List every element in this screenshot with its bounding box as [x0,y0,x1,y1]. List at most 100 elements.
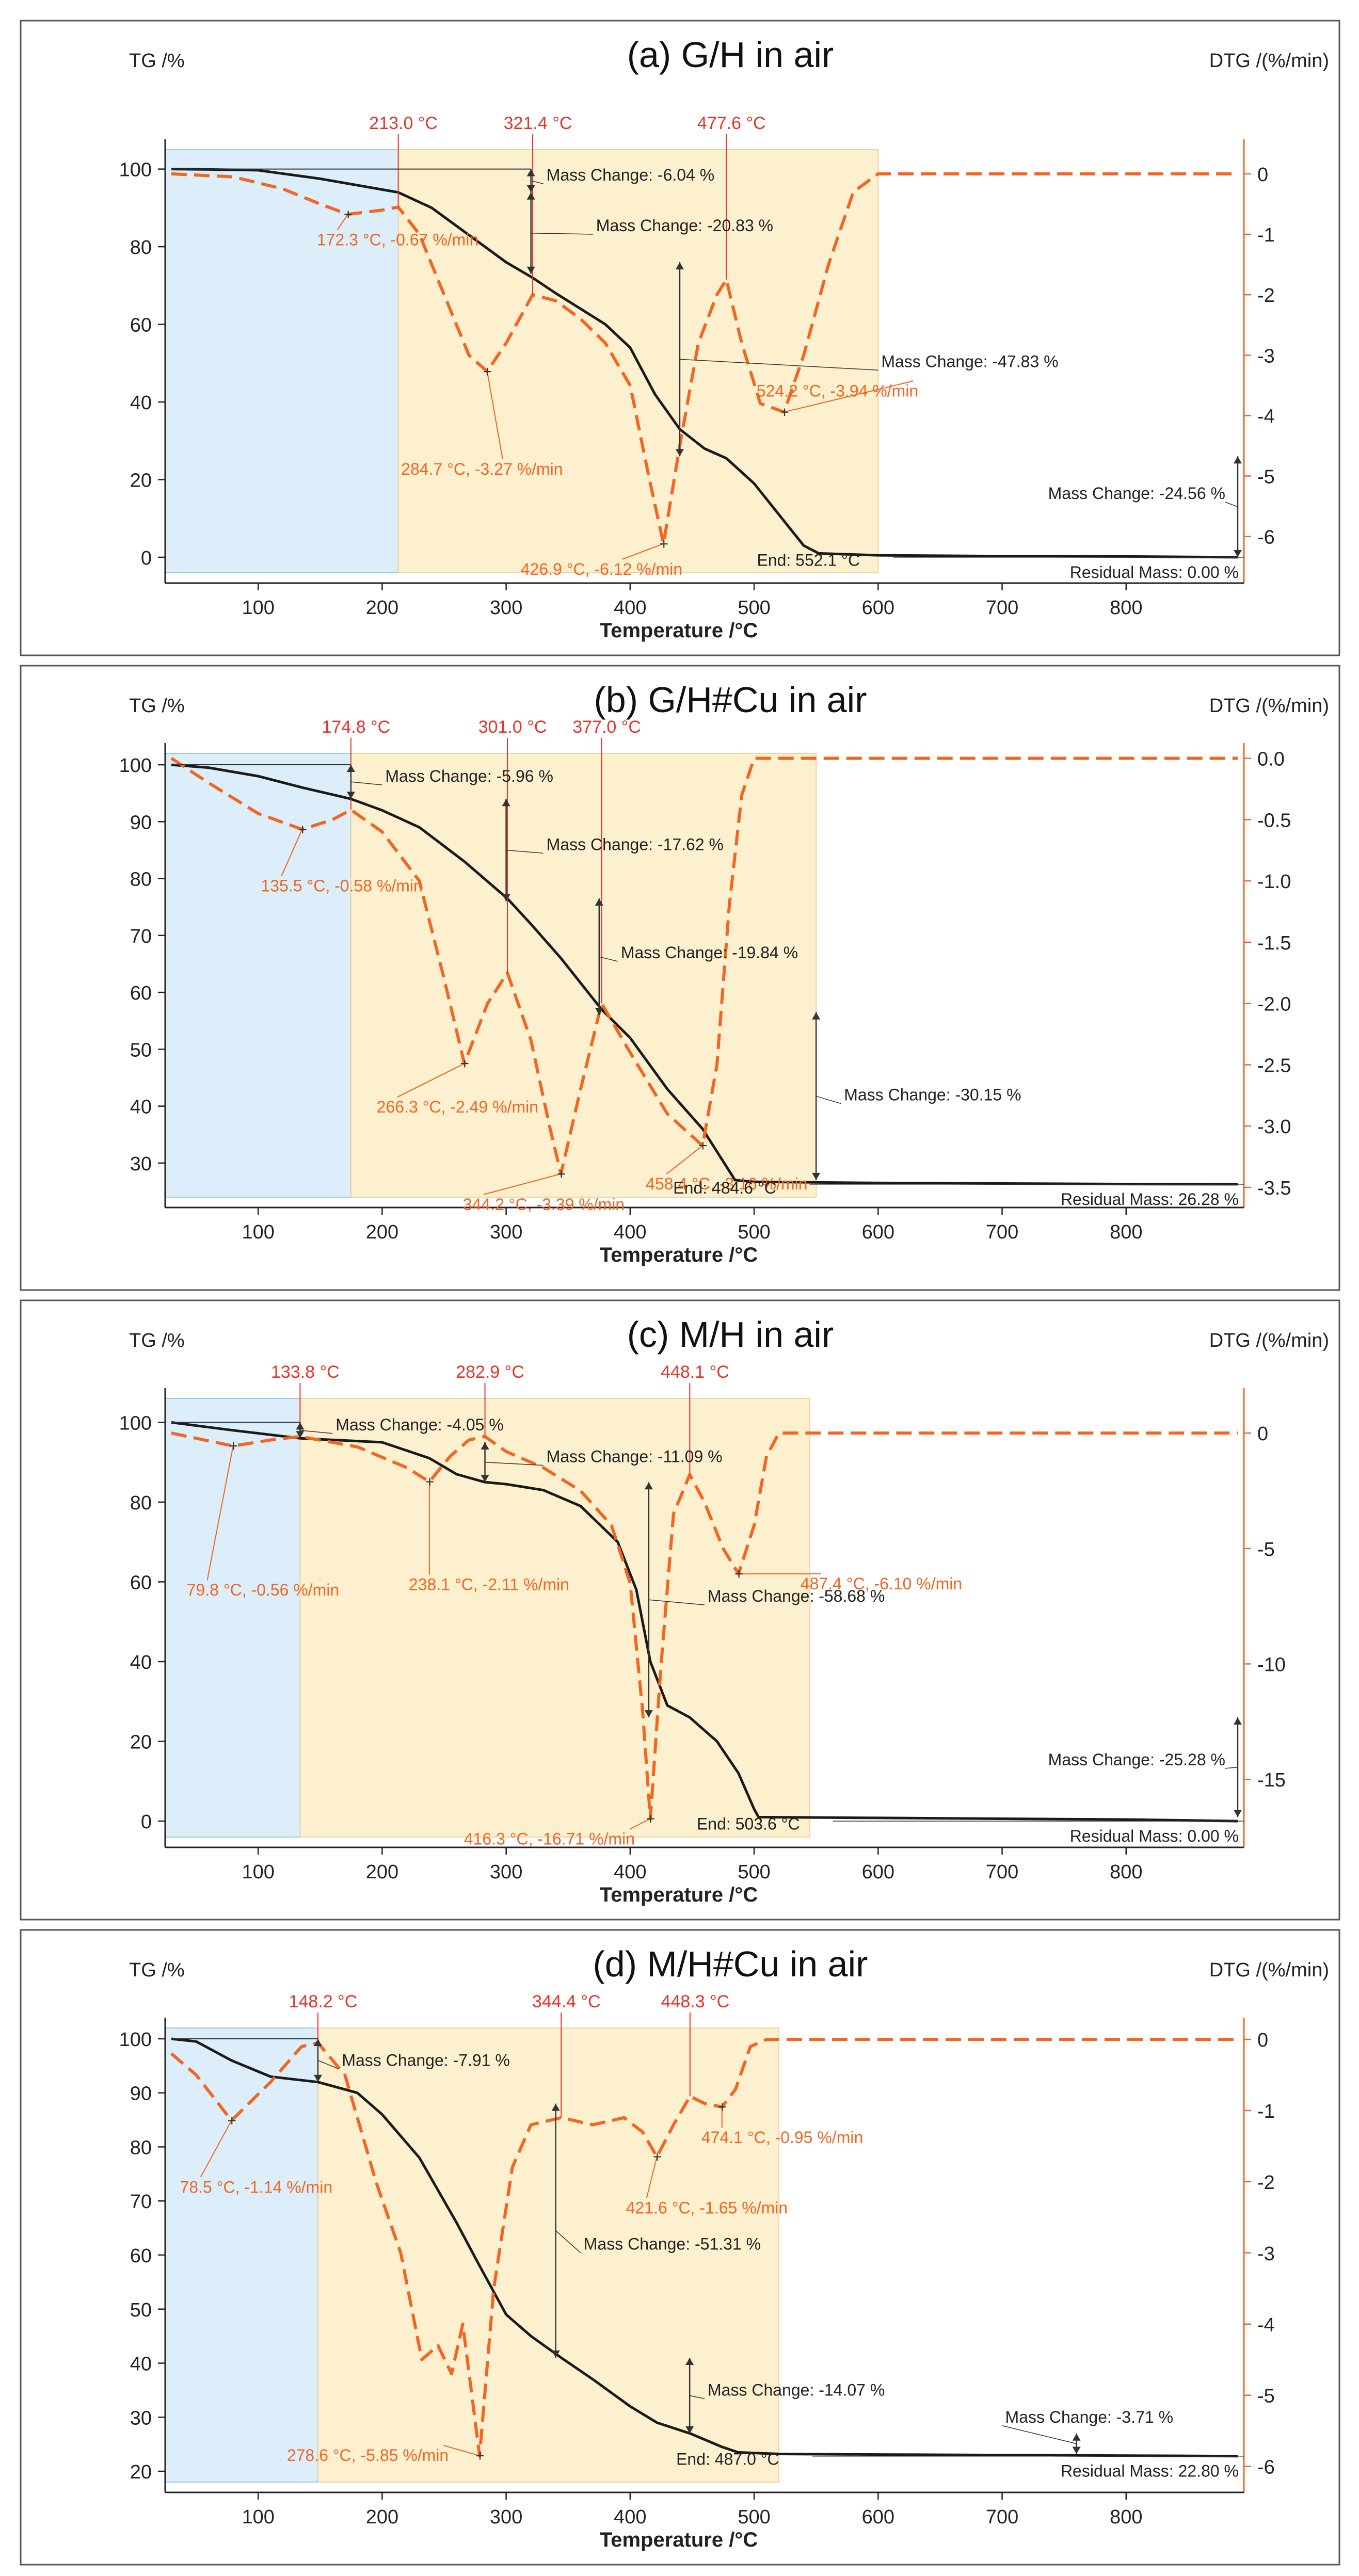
panel-c-x-tick-label: 800 [1110,1861,1142,1883]
panel-b-y-tick-label: 80 [130,869,152,891]
panel-b-y2label: DTG /(%/min) [1209,695,1329,717]
panel-a-ylabel: TG /% [129,50,185,72]
panel-c-mass-change-arrowhead-up [1233,1717,1242,1725]
panel-b-mass-change-label: Mass Change: -17.62 % [547,835,724,854]
panel-c-xlabel: Temperature /°C [600,1883,758,1906]
panel-c-mass-change-arrowhead-down [1233,1810,1242,1817]
panel-a-mass-change-label: Mass Change: -6.04 % [547,166,715,184]
panel-d-y-tick-label: 20 [130,2461,152,2483]
panel-d-stage1-band [165,2027,318,2483]
panel-a-dtg-label: 524.2 °C, -3.94 %/min [757,381,918,400]
panel-d-y2-tick-label: -3 [1257,2243,1275,2265]
panel-a-y-tick-label: 80 [130,237,152,259]
panel-b-mass-change-leader [506,849,543,854]
panel-b-mass-change-arrowhead-up [502,799,510,807]
panel-c-mass-change-label: Mass Change: -4.05 % [335,1415,504,1434]
panel-b-y-tick-label: 40 [130,1097,152,1118]
panel-d-x-tick-label: 300 [490,2506,522,2528]
panel-a-dtg-leader [486,371,503,460]
panel-b-y-tick-label: 100 [119,755,152,777]
panel-a-mass-change-label: Mass Change: -24.56 % [1048,484,1225,503]
panel-a-mass-change-arrowhead-down [526,266,535,274]
panel-b-y2-tick-label: -3.5 [1257,1178,1291,1199]
panel-c-dtg-leader [206,1445,234,1581]
panel-a-y-tick-label: 0 [141,548,152,569]
panel-d-mass-change-arrowhead-up [1072,2433,1081,2441]
panel-d-mass-change-arrowhead-down [551,2350,560,2358]
panel-a-dtg-marker: + [344,206,353,223]
panel-c-peak-label: 448.1 °C [661,1362,729,1382]
panel-a-mass-change-leader [679,359,878,371]
panel-c-mass-change-arrowhead-up [296,1422,305,1430]
panel-d-dtg-marker: + [653,2149,662,2166]
panel-b-peak-label: 377.0 °C [572,717,641,737]
panel-d-y-tick-label: 90 [130,2083,152,2105]
panel-d-dtg-label: 278.6 °C, -5.85 %/min [287,2446,449,2465]
panel-a-peak-label: 321.4 °C [504,114,572,133]
panel-c-mass-change-arrowhead-down [296,1431,305,1439]
panel-a-dtg-marker: + [659,536,668,553]
panel-d-y2-tick-label: -4 [1257,2314,1275,2336]
panel-d-dtg-marker: + [228,2112,237,2129]
panel-d-y2-tick-label: -2 [1257,2172,1275,2194]
panel-a: 100 200 300 400 500 600 700 800 0 20 40 60 80 100 0 -1 -… [20,20,1340,656]
panel-c-x-tick-label: 200 [366,1861,398,1883]
panel-c-ylabel: TG /% [129,1330,185,1351]
panel-c-dtg-leader [629,1818,651,1830]
panel-b-y-tick-label: 60 [130,983,152,1004]
panel-b-mass-change-arrowhead-down [346,792,355,799]
panel-d-mass-change-leader [317,2060,339,2070]
panel-d-x-tick-label: 100 [242,2506,274,2528]
panel-c-x-tick-label: 700 [986,1861,1018,1883]
panel-c-series-dtg [171,1431,1238,1821]
panel-a-y2-tick-label: -4 [1257,406,1275,427]
panel-b-y2-tick-label: -2.5 [1257,1055,1291,1076]
panel-d-y2-tick-label: -6 [1257,2457,1275,2478]
panel-b-dtg-leader [666,1145,703,1175]
panel-b-mass-change-leader [350,781,382,785]
panel-d-dtg-marker: + [475,2448,485,2465]
panel-a-x-tick-label: 300 [490,597,522,619]
panel-c-end-label: End: 503.6 °C [697,1814,800,1833]
panel-c-mass-change-label: Mass Change: -58.68 % [708,1587,885,1605]
panel-a-mass-change-arrowhead-down [526,185,535,192]
panel-c-stage1-band [165,1398,301,1838]
panel-d-mass-change-leader [690,2395,705,2400]
panel-b-dtg-marker: + [460,1055,470,1072]
panel-b-x-tick-label: 200 [366,1221,398,1243]
panel-c-y-tick-label: 20 [130,1732,152,1753]
panel-c-y-tick-label: 80 [130,1492,152,1514]
panel-d-dtg-leader [646,2156,658,2198]
panel-d-stage2-band [317,2027,779,2483]
panel-b-dtg-leader [483,1173,562,1195]
panel-a-mass-change-arrowhead-up [1233,456,1242,464]
panel-a-x-tick-label: 400 [614,597,646,619]
panel-a-dtg-marker: + [780,404,789,421]
panel-d-x-tick-label: 600 [862,2506,894,2528]
panel-d-mass-change-leader [1002,2425,1077,2444]
panel-c-dtg-marker: + [734,1566,744,1583]
panel-b-y2-tick-label: -0.5 [1257,810,1291,831]
panel-a-y2-tick-label: -6 [1257,527,1275,549]
panel-d-y2label: DTG /(%/min) [1209,1959,1329,1981]
panel-a-dtg-leader [337,214,348,230]
panel-b-dtg-label: 135.5 °C, -0.58 %/min [261,876,422,895]
panel-a-mass-change-leader [531,232,593,235]
panel-b-title: (b) G/H#Cu in air [594,680,867,720]
panel-b-x-tick-label: 700 [986,1221,1018,1243]
panel-a-peak-label: 477.6 °C [697,114,766,133]
panel-a-y2-tick-label: -1 [1257,224,1275,246]
panel-c-y2-tick-label: -15 [1257,1769,1286,1791]
panel-c-mass-change-arrowhead-down [644,1710,653,1718]
panel-d-y-tick-label: 60 [130,2245,152,2267]
panel-b: 100 200 300 400 500 600 700 800 30 40 50 60 70 80 90 10… [20,665,1340,1291]
panel-b-x-tick-label: 100 [242,1221,274,1243]
panel-c-dtg-label: 416.3 °C, -16.71 %/min [464,1830,635,1848]
panel-b-x-tick-label: 400 [614,1221,646,1243]
panel-a-residual-label: Residual Mass: 0.00 % [1070,563,1239,582]
panel-b-end-label: End: 484.6 °C [673,1179,776,1197]
panel-b-mass-change-arrowhead-down [502,894,510,901]
panel-a-x-tick-label: 500 [738,597,770,619]
panel-c-dtg-label: 238.1 °C, -2.11 %/min [409,1575,569,1594]
